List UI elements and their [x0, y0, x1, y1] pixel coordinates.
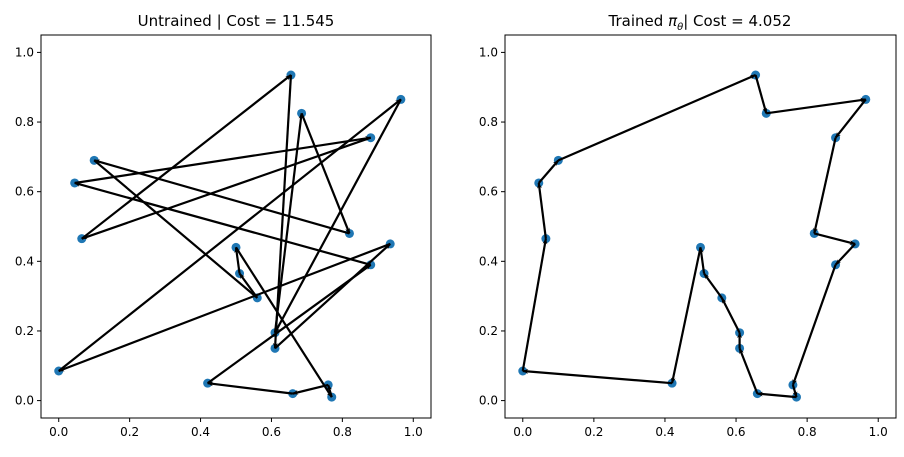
- x-tick-label: 0.8: [798, 425, 817, 439]
- axes-frame: [40, 34, 432, 419]
- x-tick-label: 0.8: [333, 425, 352, 439]
- route-arrow: [698, 246, 706, 274]
- x-tick-label: 0.2: [584, 425, 603, 439]
- route-arrow: [81, 136, 372, 240]
- y-tick-label: 0.6: [15, 185, 34, 199]
- x-tick-label: 0.6: [262, 425, 281, 439]
- route-arrow: [670, 247, 702, 384]
- route-arrow: [274, 243, 391, 350]
- route-arrow: [703, 272, 723, 299]
- chart-title: Trained πθ| Cost = 4.052: [608, 12, 792, 33]
- y-tick-label: 0.8: [479, 115, 498, 129]
- x-tick-label: 1.0: [869, 425, 888, 439]
- y-tick-label: 0.0: [15, 394, 34, 408]
- route-arrow: [58, 242, 391, 373]
- x-tick-label: 0.4: [191, 425, 210, 439]
- route-arrow: [93, 159, 258, 299]
- y-tick-label: 0.8: [15, 115, 34, 129]
- route-arrow: [834, 98, 867, 139]
- chart-title: Untrained | Cost = 11.545: [138, 12, 335, 30]
- y-tick-label: 0.4: [479, 254, 498, 268]
- axes-frame: [504, 34, 897, 419]
- y-tick-label: 1.0: [479, 45, 498, 59]
- x-tick-label: 0.0: [49, 425, 68, 439]
- route-arrow: [537, 182, 547, 239]
- route-arrow: [813, 137, 837, 235]
- route-arrow: [274, 98, 402, 334]
- route-arrow: [74, 136, 372, 185]
- route-arrow: [791, 264, 837, 386]
- y-tick-label: 1.0: [15, 45, 34, 59]
- x-tick-label: 0.2: [120, 425, 139, 439]
- x-tick-label: 0.4: [655, 425, 674, 439]
- route-arrow: [207, 381, 293, 395]
- route-arrow: [521, 238, 548, 372]
- route-arrow: [834, 243, 856, 266]
- route-arrow: [522, 369, 673, 385]
- route-arrow: [766, 97, 867, 115]
- route-arrow: [813, 232, 856, 245]
- subplot-trained: Trained πθ| Cost = 4.052 0.0 0.2 0.4 0.6 0.8…: [479, 12, 897, 439]
- route-arrow: [273, 112, 304, 333]
- route-arrow: [300, 112, 351, 235]
- route-arrow: [234, 246, 241, 274]
- y-tick-label: 0.4: [15, 254, 34, 268]
- route-arrow: [754, 74, 768, 114]
- y-tick-label: 0.2: [15, 324, 34, 338]
- route-arrow: [81, 74, 292, 240]
- route-arrow: [235, 246, 333, 398]
- subplot-untrained: Untrained | Cost = 11.545 0.0 0.2 0.4 0.6 0.…: [15, 12, 432, 439]
- route-arrow: [738, 347, 759, 395]
- x-tick-label: 0.6: [726, 425, 745, 439]
- route-arrow: [58, 98, 402, 372]
- x-tick-label: 1.0: [404, 425, 423, 439]
- y-tick-label: 0.0: [479, 394, 498, 408]
- route-arrow: [791, 384, 798, 398]
- route-arrow: [756, 391, 797, 399]
- route-arrow: [327, 384, 333, 398]
- route-arrow: [93, 159, 350, 235]
- route-arrow: [537, 159, 560, 184]
- route-arrow: [238, 272, 259, 299]
- route-arrow: [292, 383, 329, 395]
- y-tick-label: 0.2: [479, 324, 498, 338]
- route-arrow: [720, 297, 741, 334]
- route-arrow: [206, 263, 372, 385]
- x-tick-label: 0.0: [513, 425, 532, 439]
- route-arrow: [74, 181, 372, 266]
- y-tick-label: 0.6: [479, 185, 498, 199]
- route-arrow: [557, 74, 757, 162]
